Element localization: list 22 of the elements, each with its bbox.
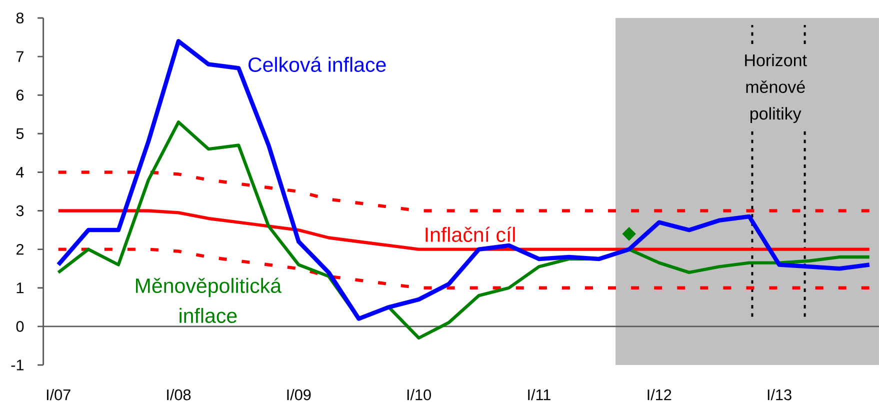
x-tick-label: I/13 — [768, 388, 792, 400]
y-tick-label: 7 — [16, 51, 24, 62]
y-tick-label: 4 — [16, 166, 24, 178]
y-tick-label: 8 — [16, 12, 24, 24]
annotation: Horizont měnové politiky — [745, 54, 807, 124]
y-tick-label: 5 — [16, 128, 24, 140]
line-series — [56, 39, 872, 321]
x-tick-label: I/08 — [167, 388, 191, 400]
series-label: Měnověpolitická inflace — [136, 278, 282, 324]
x-tick-label: I/09 — [287, 388, 311, 400]
y-tick-label: 1 — [16, 282, 24, 294]
y-tick-label: 0 — [16, 321, 24, 332]
y-tick-label: 6 — [16, 90, 24, 101]
x-tick-label: I/07 — [46, 388, 70, 400]
y-tick-label: 2 — [16, 244, 24, 255]
x-tick-label: I/10 — [407, 388, 431, 400]
y-tick-label: 3 — [16, 205, 24, 216]
x-tick-label: I/12 — [648, 388, 672, 400]
x-tick-label: I/11 — [528, 388, 550, 400]
series-label: Celková inflace — [248, 56, 386, 72]
y-tick-label: -1 — [11, 360, 24, 370]
series-label: Inflační cíl — [426, 226, 515, 242]
